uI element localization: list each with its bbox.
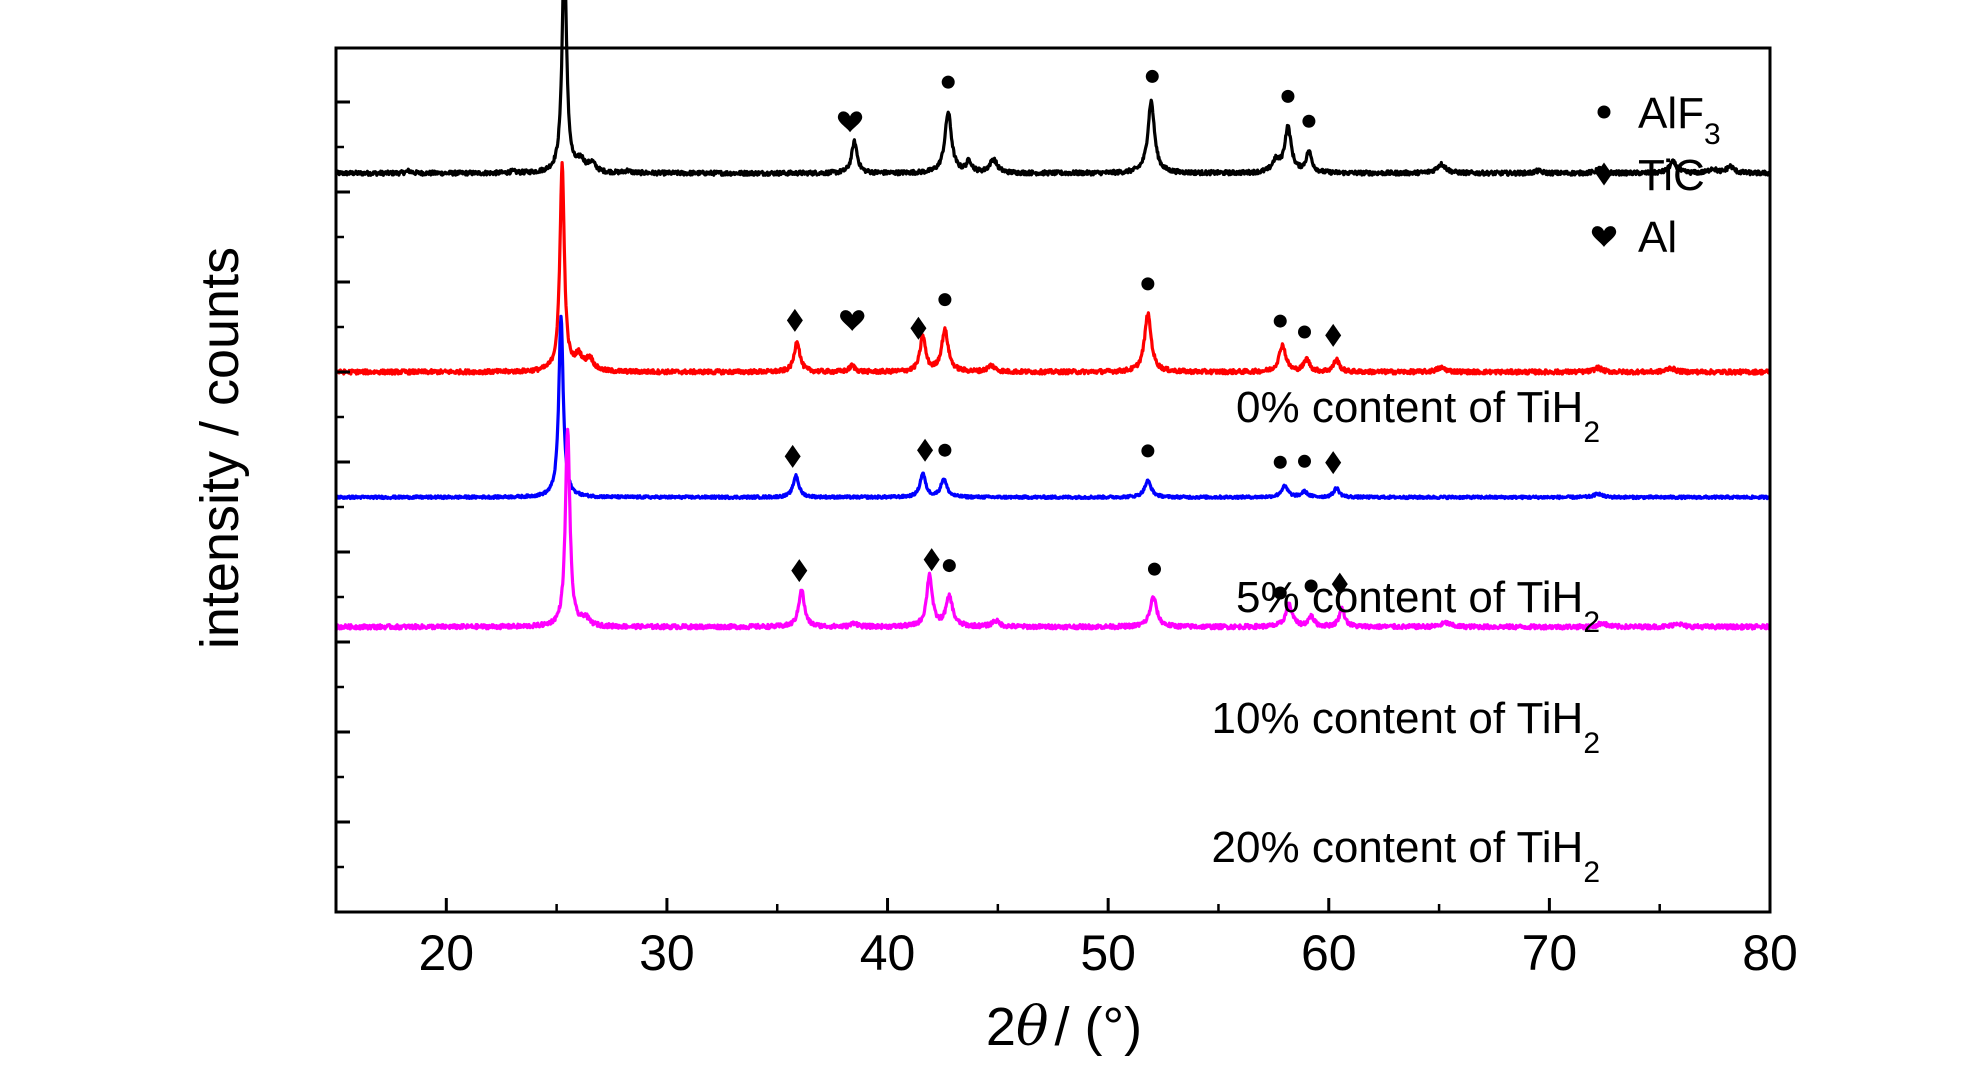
y-axis-title: intensity / counts [190, 247, 250, 649]
circle-marker-s2-5 [1298, 454, 1312, 468]
x-axis-title-unit: / (°) [1054, 997, 1142, 1057]
diamond-marker-s2-6 [1325, 451, 1342, 475]
circle-marker-s1-6 [1298, 325, 1312, 339]
series-label-0: 0% content of TiH2 [1236, 383, 1600, 449]
x-tick-label-80: 80 [1742, 925, 1798, 981]
marker-layer [784, 69, 1348, 600]
series-label-layer: 0% content of TiH2 5% content of TiH2 10% … [1212, 383, 1600, 889]
circle-marker-s1-5 [1273, 314, 1287, 328]
circle-marker-s1-3 [938, 293, 952, 307]
circle-marker-s3-3 [1147, 562, 1161, 576]
series-line-1 [334, 161, 1772, 376]
circle-marker-s2-4 [1273, 455, 1287, 469]
legend-label-1: TiC [1638, 151, 1705, 200]
series-label-1: 5% content of TiH2 [1236, 573, 1600, 639]
circle-marker-s0-5 [1302, 114, 1316, 128]
heart-marker-s0-1 [837, 111, 863, 133]
series-line-2 [334, 314, 1771, 501]
diamond-marker-s3-0 [791, 559, 808, 583]
x-tick-label-70: 70 [1522, 925, 1578, 981]
series-line-0 [334, 0, 1772, 177]
diamond-marker-s1-0 [786, 308, 803, 332]
circle-marker-s2-2 [938, 443, 952, 457]
diamond-marker-s2-0 [784, 444, 801, 468]
x-axis-title: 2θ / (°) [986, 995, 1142, 1058]
diamond-marker-s3-6 [1331, 572, 1348, 596]
legend-label-2: Al [1638, 213, 1677, 262]
legend-diamond-icon [1596, 162, 1612, 186]
circle-marker-s1-4 [1141, 277, 1155, 291]
circle-marker-s3-5 [1304, 579, 1318, 593]
x-axis-title-prefix: 2 [986, 997, 1016, 1057]
series-label-3: 20% content of TiH2 [1212, 823, 1600, 889]
legend-label-0: AlF3 [1638, 89, 1721, 151]
x-tick-label-40: 40 [860, 925, 916, 981]
series-label-2: 10% content of TiH2 [1212, 694, 1600, 760]
circle-marker-s0-4 [1281, 89, 1295, 103]
x-tick-label-50: 50 [1080, 925, 1136, 981]
heart-marker-s1-1 [840, 310, 865, 331]
x-axis-title-theta: θ [1016, 995, 1049, 1058]
plot-frame [334, 46, 1772, 914]
diamond-marker-s3-1 [923, 548, 940, 572]
series-layer [334, 0, 1772, 631]
circle-marker-s0-3 [1145, 69, 1159, 83]
axes-layer: 20 30 40 50 60 70 80 [334, 46, 1798, 981]
diamond-marker-s1-7 [1325, 323, 1342, 347]
circle-marker-s2-3 [1141, 444, 1155, 458]
series-line-3 [334, 427, 1772, 631]
x-tick-label-30: 30 [639, 925, 695, 981]
x-tick-label-20: 20 [418, 925, 474, 981]
diamond-marker-s2-1 [917, 438, 934, 462]
circle-marker-s3-4 [1273, 586, 1287, 600]
diamond-marker-s1-2 [910, 316, 927, 340]
circle-marker-s3-2 [942, 559, 956, 573]
circle-marker-s0-2 [941, 75, 955, 89]
legend-heart-icon [1591, 226, 1617, 247]
legend-circle-icon [1597, 105, 1611, 119]
x-tick-label-60: 60 [1301, 925, 1357, 981]
